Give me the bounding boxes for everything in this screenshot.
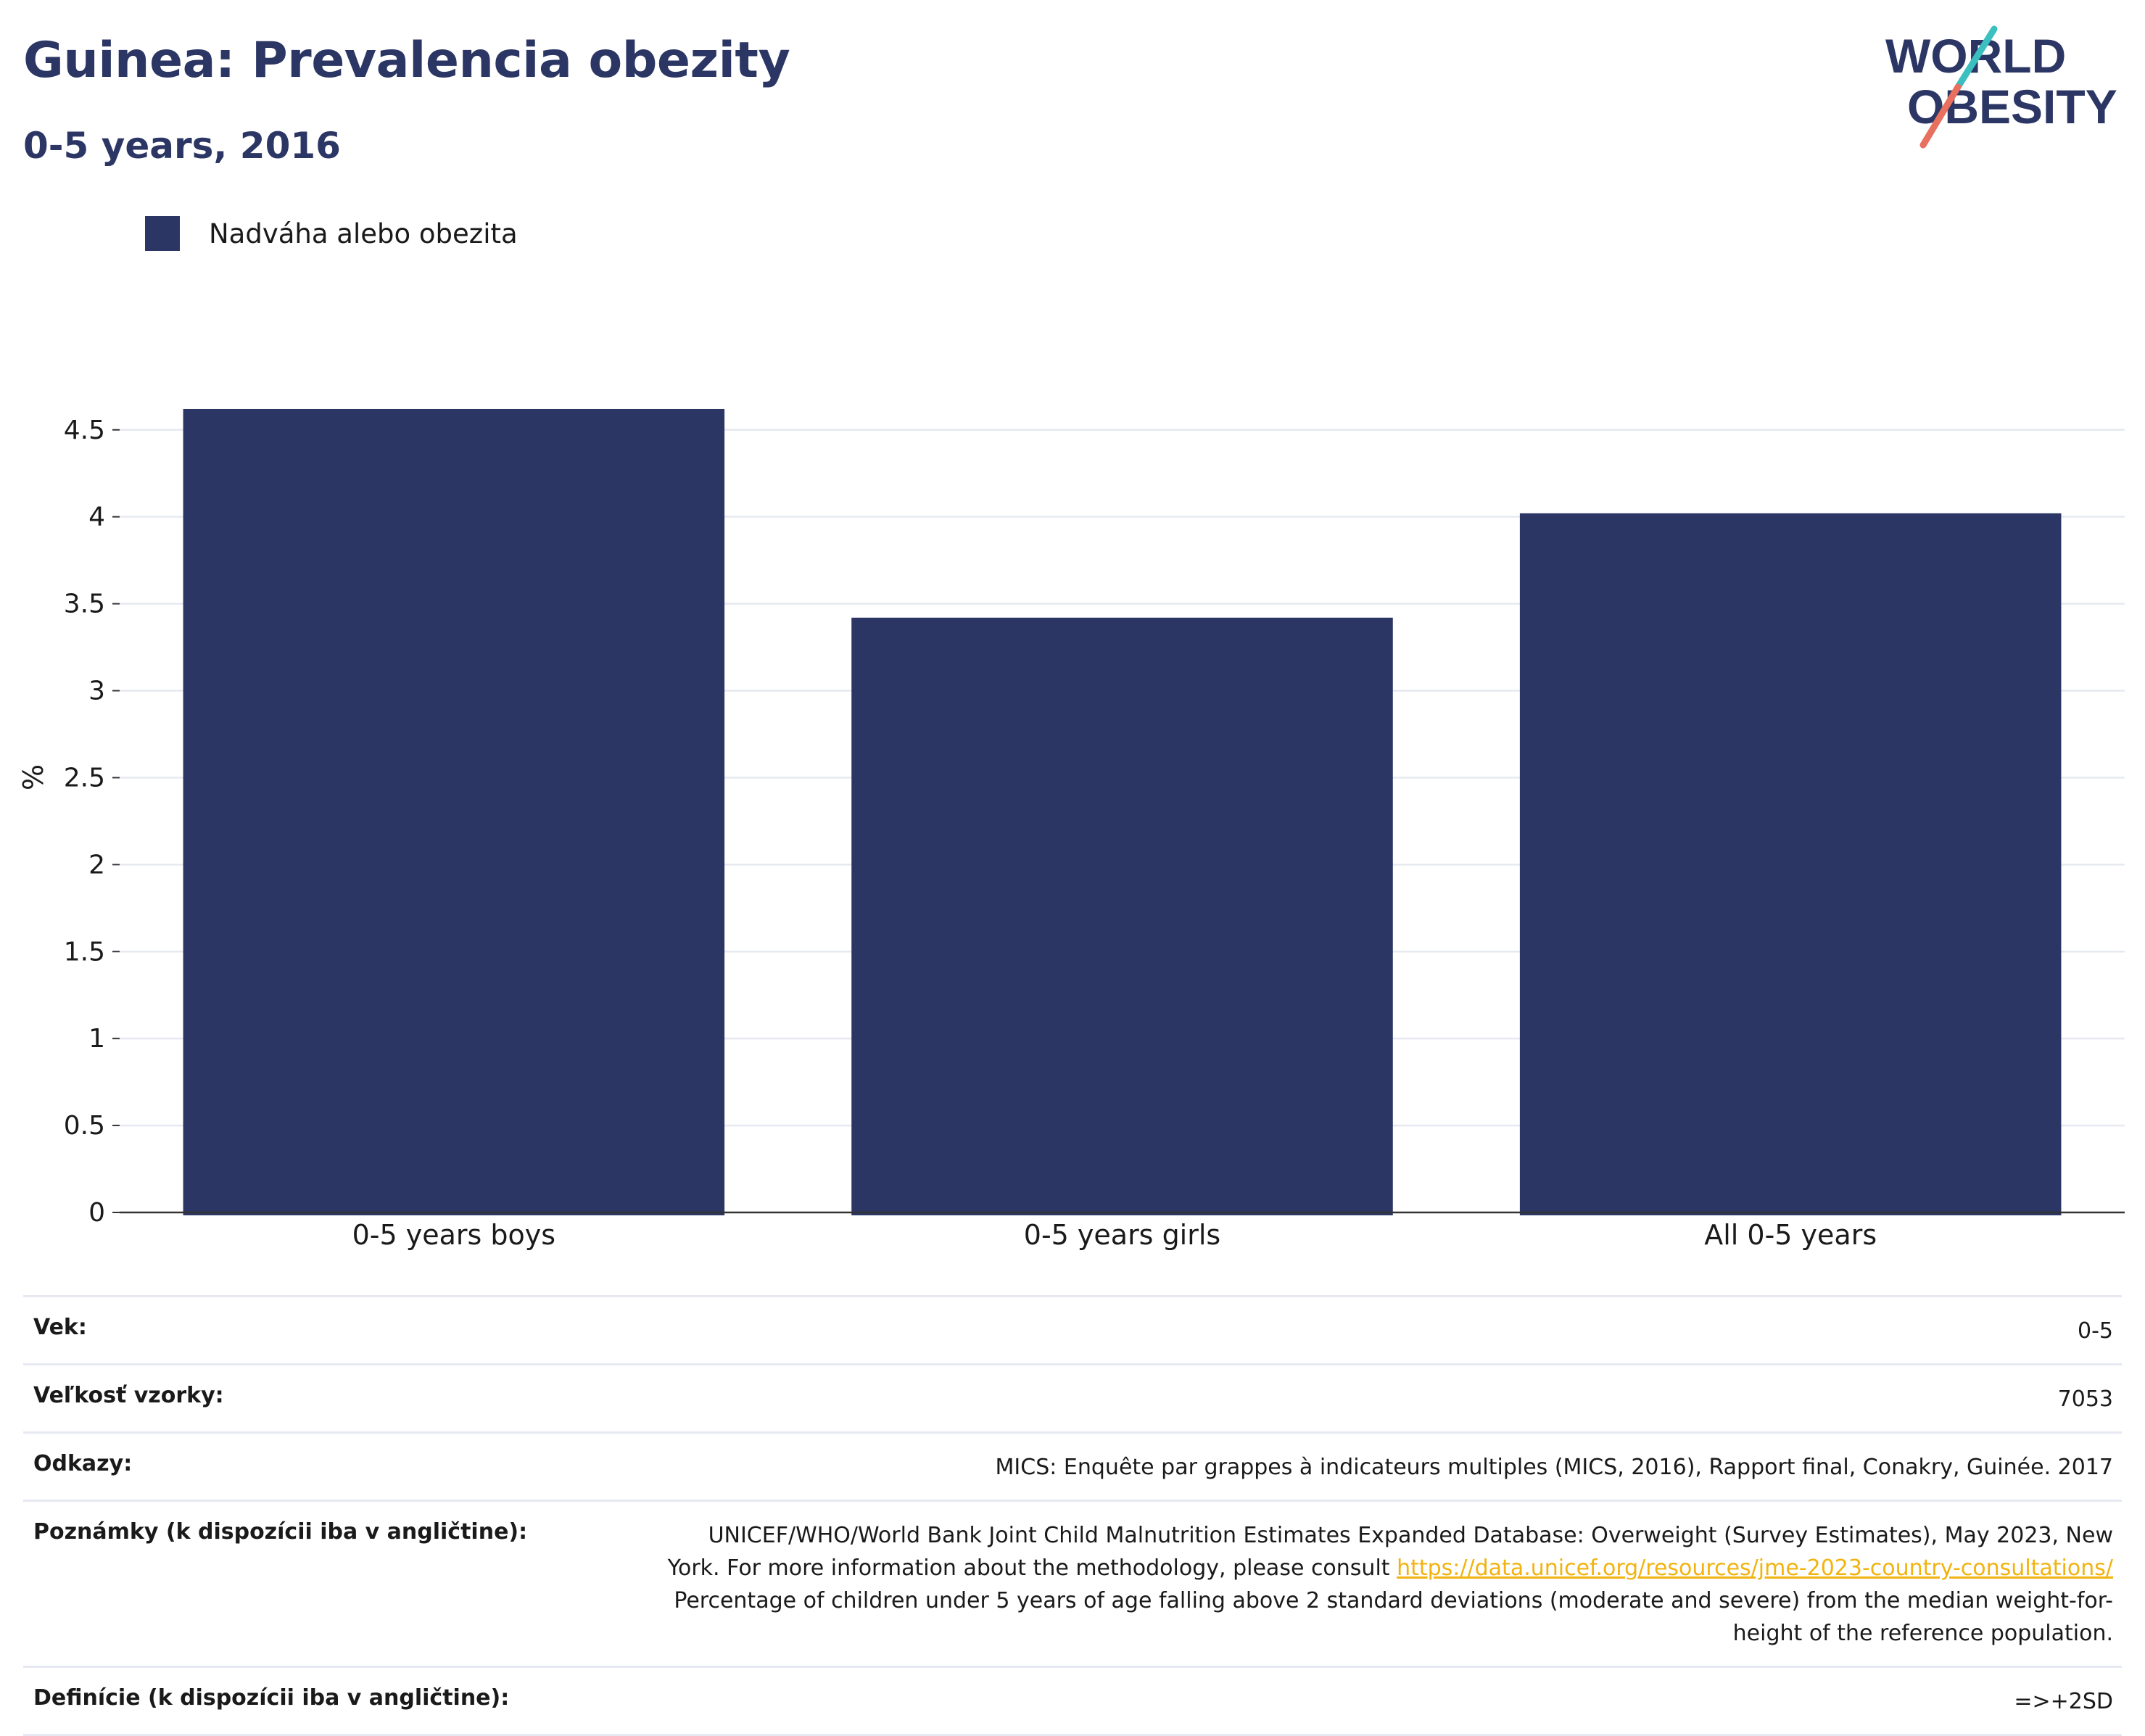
info-row-age: Vek: 0-5 xyxy=(23,1295,2122,1363)
y-tick-label: 4 xyxy=(88,503,105,532)
world-obesity-logo: WORLD OBESITY xyxy=(1885,25,2117,149)
logo-stroke-coral xyxy=(1919,83,1962,149)
notes-line-3: Percentage of children under 5 years of … xyxy=(674,1588,2113,1613)
info-row-definitions: Definície (k dispozícii iba v angličtine… xyxy=(23,1666,2122,1736)
legend[interactable]: Nadváha alebo obezita xyxy=(145,216,518,251)
notes-line-4: height of the reference population. xyxy=(1732,1621,2113,1646)
y-tick-label: 3.5 xyxy=(64,590,105,619)
info-table: Vek: 0-5 Veľkosť vzorky: 7053 Odkazy: MI… xyxy=(23,1295,2122,1736)
references-label: Odkazy: xyxy=(33,1451,133,1476)
y-tick-label: 0 xyxy=(88,1198,105,1228)
notes-label: Poznámky (k dispozícii iba v angličtine)… xyxy=(33,1519,528,1545)
y-tick-label: 1 xyxy=(88,1024,105,1054)
bar xyxy=(183,408,725,1215)
notes-line-2-text: York. For more information about the met… xyxy=(667,1555,1397,1581)
bar-chart: 00.511.522.533.544.5 0-5 years boys 0-5 y… xyxy=(64,408,2125,1251)
definitions-value: =>+2SD xyxy=(2014,1689,2113,1714)
logo-stroke-teal xyxy=(1954,25,1998,91)
page-title: Guinea: Prevalencia obezity xyxy=(23,32,790,89)
definitions-label: Definície (k dispozícii iba v angličtine… xyxy=(33,1685,510,1711)
info-row-references: Odkazy: MICS: Enquête par grappes à indi… xyxy=(23,1431,2122,1500)
bars xyxy=(183,408,2062,1215)
info-row-sample: Veľkosť vzorky: 7053 xyxy=(23,1363,2122,1431)
bar xyxy=(1519,513,2062,1215)
bar xyxy=(851,617,1393,1215)
methodology-link[interactable]: https://data.unicef.org/resources/jme-20… xyxy=(1397,1555,2113,1581)
references-value: MICS: Enquête par grappes à indicateurs … xyxy=(995,1455,2113,1480)
x-tick-label: All 0-5 years xyxy=(1704,1219,1877,1251)
age-label: Vek: xyxy=(33,1315,87,1340)
y-tick-label: 0.5 xyxy=(64,1111,105,1141)
logo-word-2: OBESITY xyxy=(1907,80,2117,133)
x-tick-label: 0-5 years boys xyxy=(352,1219,555,1251)
y-tick-label: 3 xyxy=(88,677,105,706)
y-tick-label: 4.5 xyxy=(64,416,105,445)
age-value: 0-5 xyxy=(2078,1318,2113,1344)
y-tick-label: 1.5 xyxy=(64,937,105,967)
sample-label: Veľkosť vzorky: xyxy=(33,1383,224,1408)
notes-value: UNICEF/WHO/World Bank Joint Child Malnut… xyxy=(668,1519,2113,1650)
y-tick-label: 2.5 xyxy=(64,763,105,793)
info-row-notes: Poznámky (k dispozícii iba v angličtine)… xyxy=(23,1500,2122,1666)
notes-line-2: York. For more information about the met… xyxy=(668,1552,2113,1584)
legend-swatch xyxy=(145,216,180,251)
page-subtitle: 0-5 years, 2016 xyxy=(23,125,341,167)
x-tick-labels: 0-5 years boys 0-5 years girls All 0-5 yea… xyxy=(352,1219,1877,1251)
x-tick-label: 0-5 years girls xyxy=(1024,1219,1220,1251)
y-tick-label: 2 xyxy=(88,850,105,880)
legend-label: Nadváha alebo obezita xyxy=(209,218,518,249)
y-tick-labels: 0 0.5 1 1.5 2 2.5 3 3.5 4 4.5 xyxy=(64,416,120,1228)
sample-value: 7053 xyxy=(2057,1386,2113,1412)
notes-line-1: UNICEF/WHO/World Bank Joint Child Malnut… xyxy=(708,1523,2113,1548)
